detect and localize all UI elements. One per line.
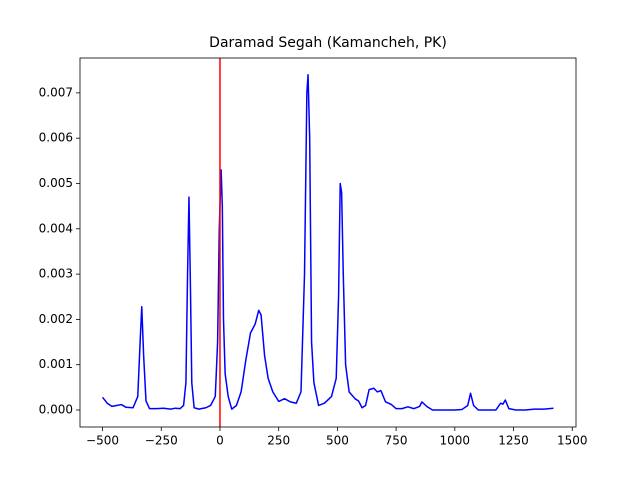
y-tick-label: 0.005 <box>39 176 73 190</box>
x-tick-label: 750 <box>385 434 408 448</box>
y-tick-label: 0.004 <box>39 221 73 235</box>
x-tick-label: −250 <box>145 434 178 448</box>
y-tick-label: 0.002 <box>39 312 73 326</box>
y-tick-label: 0.000 <box>39 403 73 417</box>
chart-title: Daramad Segah (Kamancheh, PK) <box>209 35 447 51</box>
y-tick-label: 0.003 <box>39 267 73 281</box>
x-tick-label: 500 <box>326 434 349 448</box>
x-tick-label: −500 <box>86 434 119 448</box>
axes-frame <box>79 57 577 428</box>
x-tick-label: 1250 <box>498 434 529 448</box>
y-tick-label: 0.007 <box>39 85 73 99</box>
x-tick-label: 0 <box>216 434 224 448</box>
data-line <box>101 74 554 411</box>
y-tick-label: 0.001 <box>39 357 73 371</box>
x-tick-label: 250 <box>267 434 290 448</box>
y-tick-label: 0.006 <box>39 131 73 145</box>
x-tick-label: 1500 <box>557 434 588 448</box>
x-tick-label: 1000 <box>440 434 471 448</box>
